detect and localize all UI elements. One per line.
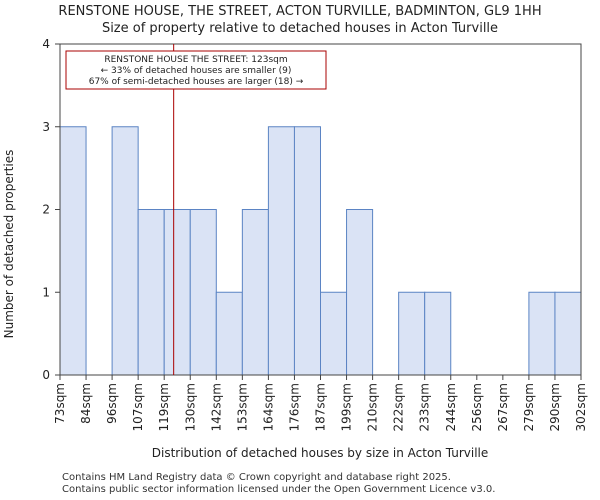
y-axis: 0 1 2 3 4 [42, 37, 60, 382]
bar-164sqm [267, 126, 295, 376]
x-tick-label-84sqm: 84sqm [79, 383, 93, 424]
x-tick-label-73sqm: 73sqm [53, 383, 67, 424]
bars-layer [59, 126, 582, 376]
x-tick-label-176sqm: 176sqm [287, 383, 301, 431]
chart-title: RENSTONE HOUSE, THE STREET, ACTON TURVIL… [58, 4, 542, 19]
x-tick-label-210sqm: 210sqm [366, 383, 380, 431]
bar-153sqm [241, 209, 269, 376]
x-tick-label-267sqm: 267sqm [496, 383, 510, 431]
annotation-box [65, 50, 327, 90]
x-tick-label-233sqm: 233sqm [418, 383, 432, 431]
bar-199sqm [346, 209, 374, 376]
x-tick-label-187sqm: 187sqm [314, 383, 328, 431]
annotation-line-3: 67% of semi-detached houses are larger (… [89, 77, 304, 87]
x-tick-label-290sqm: 290sqm [548, 383, 562, 431]
bar-73sqm [59, 126, 87, 376]
y-axis-label: Number of detached properties [2, 150, 16, 339]
x-tick-label-244sqm: 244sqm [444, 383, 458, 431]
annotation-line-2: ← 33% of detached houses are smaller (9) [101, 66, 292, 76]
x-tick-label-130sqm: 130sqm [183, 383, 197, 431]
bar-119sqm [163, 209, 191, 376]
y-tick-label-0: 0 [42, 368, 50, 382]
bar-233sqm [424, 291, 452, 376]
x-tick-label-96sqm: 96sqm [105, 383, 119, 424]
bar-142sqm [215, 291, 243, 376]
marker-layer: RENSTONE HOUSE THE STREET: 123sqm← 33% o… [65, 44, 327, 375]
annotation-line-1: RENSTONE HOUSE THE STREET: 123sqm [104, 55, 287, 65]
bar-222sqm [398, 291, 426, 376]
bar-96sqm [111, 126, 139, 376]
bar-176sqm [293, 126, 322, 376]
footer-copyright: Contains HM Land Registry data © Crown c… [62, 472, 451, 483]
x-tick-label-153sqm: 153sqm [235, 383, 249, 431]
bar-290sqm [554, 291, 582, 376]
x-tick-label-119sqm: 119sqm [157, 383, 171, 431]
bar-107sqm [137, 209, 165, 376]
bar-187sqm [320, 291, 348, 376]
x-tick-label-256sqm: 256sqm [470, 383, 484, 431]
x-tick-label-164sqm: 164sqm [261, 383, 275, 431]
footer-licence: Contains public sector information licen… [62, 484, 496, 495]
x-tick-label-222sqm: 222sqm [392, 383, 406, 431]
x-tick-label-107sqm: 107sqm [131, 383, 145, 431]
x-tick-label-199sqm: 199sqm [340, 383, 354, 431]
x-axis-label: Distribution of detached houses by size … [152, 446, 489, 460]
x-tick-label-302sqm: 302sqm [574, 383, 588, 431]
x-tick-label-142sqm: 142sqm [209, 383, 223, 431]
y-tick-label-4: 4 [42, 37, 50, 51]
bar-279sqm [528, 291, 556, 376]
chart-subtitle: Size of property relative to detached ho… [101, 21, 499, 36]
bar-130sqm [189, 209, 217, 376]
x-tick-label-279sqm: 279sqm [522, 383, 536, 431]
y-tick-label-2: 2 [42, 203, 50, 217]
y-tick-label-3: 3 [42, 120, 50, 134]
x-axis: 73sqm 84sqm 96sqm 107sqm 119sqm 130sqm 142sqm 1… [53, 375, 588, 431]
y-tick-label-1: 1 [42, 285, 50, 299]
